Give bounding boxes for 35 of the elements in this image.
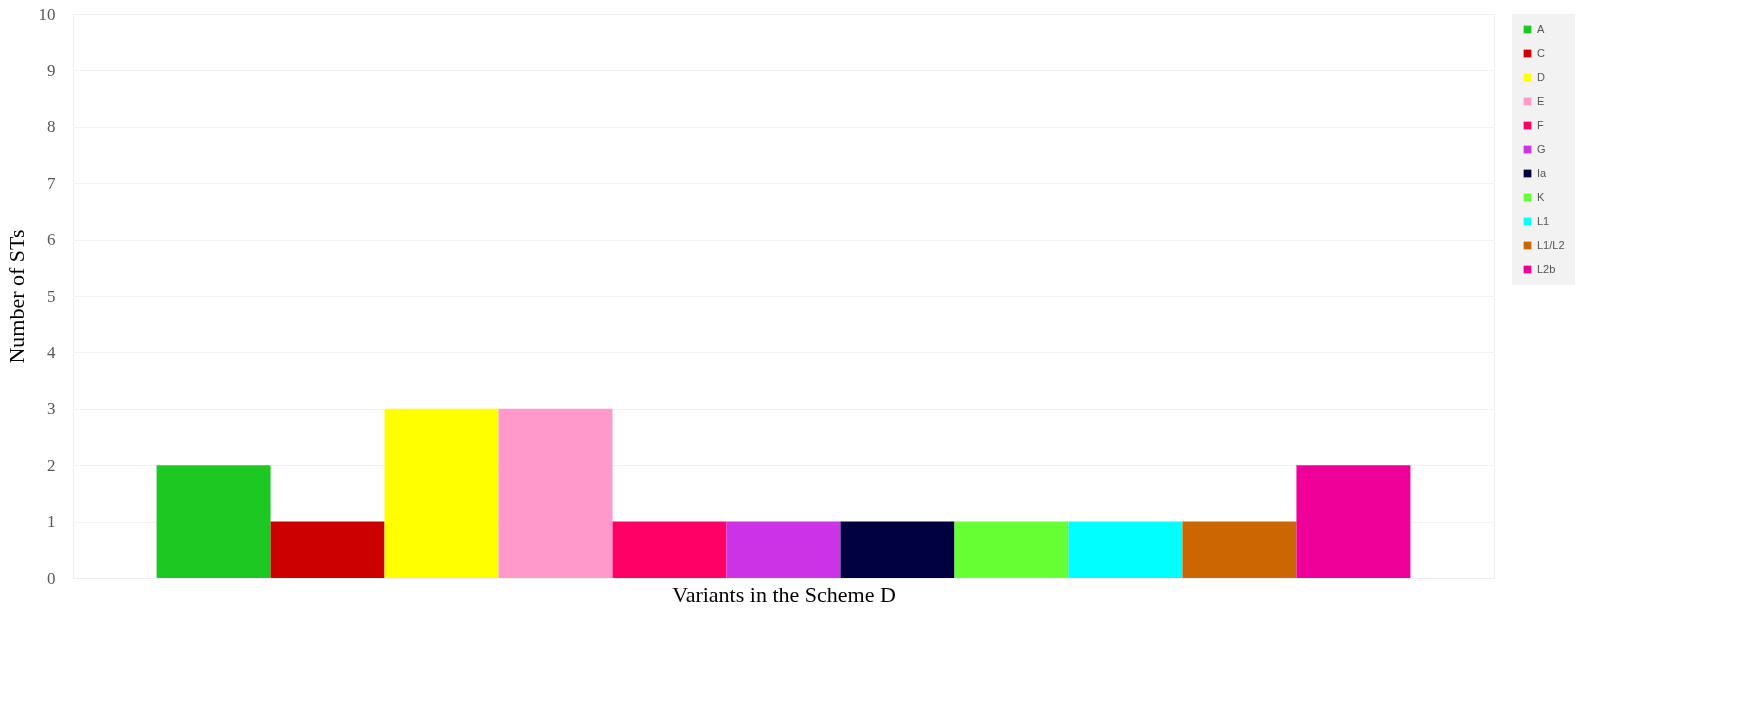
y-tick-label: 2 [47,455,56,475]
y-tick-label: 9 [47,60,56,80]
y-tick-label: 1 [47,512,56,532]
y-tick-label: 0 [47,568,56,588]
legend-label: L1/L2 [1537,238,1565,251]
y-tick-label: 6 [47,230,56,250]
bar [840,521,955,578]
bar [954,521,1069,578]
y-axis-title: Number of STs [3,229,29,364]
bar [1182,521,1297,578]
bar [384,408,499,578]
legend-label: Ia [1537,166,1548,179]
bar [270,521,385,578]
y-tick-label: 4 [47,342,56,362]
bar [156,465,271,578]
bar [1068,521,1183,578]
y-tick-label: 10 [38,4,56,24]
legend-label: K [1537,190,1545,203]
bar [726,521,841,578]
legend-label: L1 [1537,214,1550,227]
legend-label: E [1537,94,1545,107]
y-tick-label: 7 [47,173,56,193]
y-tick-label: 8 [47,117,56,137]
bar [612,521,727,578]
legend-label: C [1537,46,1545,59]
bar [1296,465,1411,578]
legend-label: A [1537,22,1545,35]
legend-label: L2b [1537,262,1556,275]
y-tick-label: 5 [47,286,56,306]
legend-label: D [1537,70,1545,83]
bar [498,408,613,578]
y-tick-label: 3 [47,399,56,419]
x-axis-title: Variants in the Scheme D [672,581,896,607]
legend-label: F [1537,118,1544,131]
legend-label: G [1537,142,1546,155]
